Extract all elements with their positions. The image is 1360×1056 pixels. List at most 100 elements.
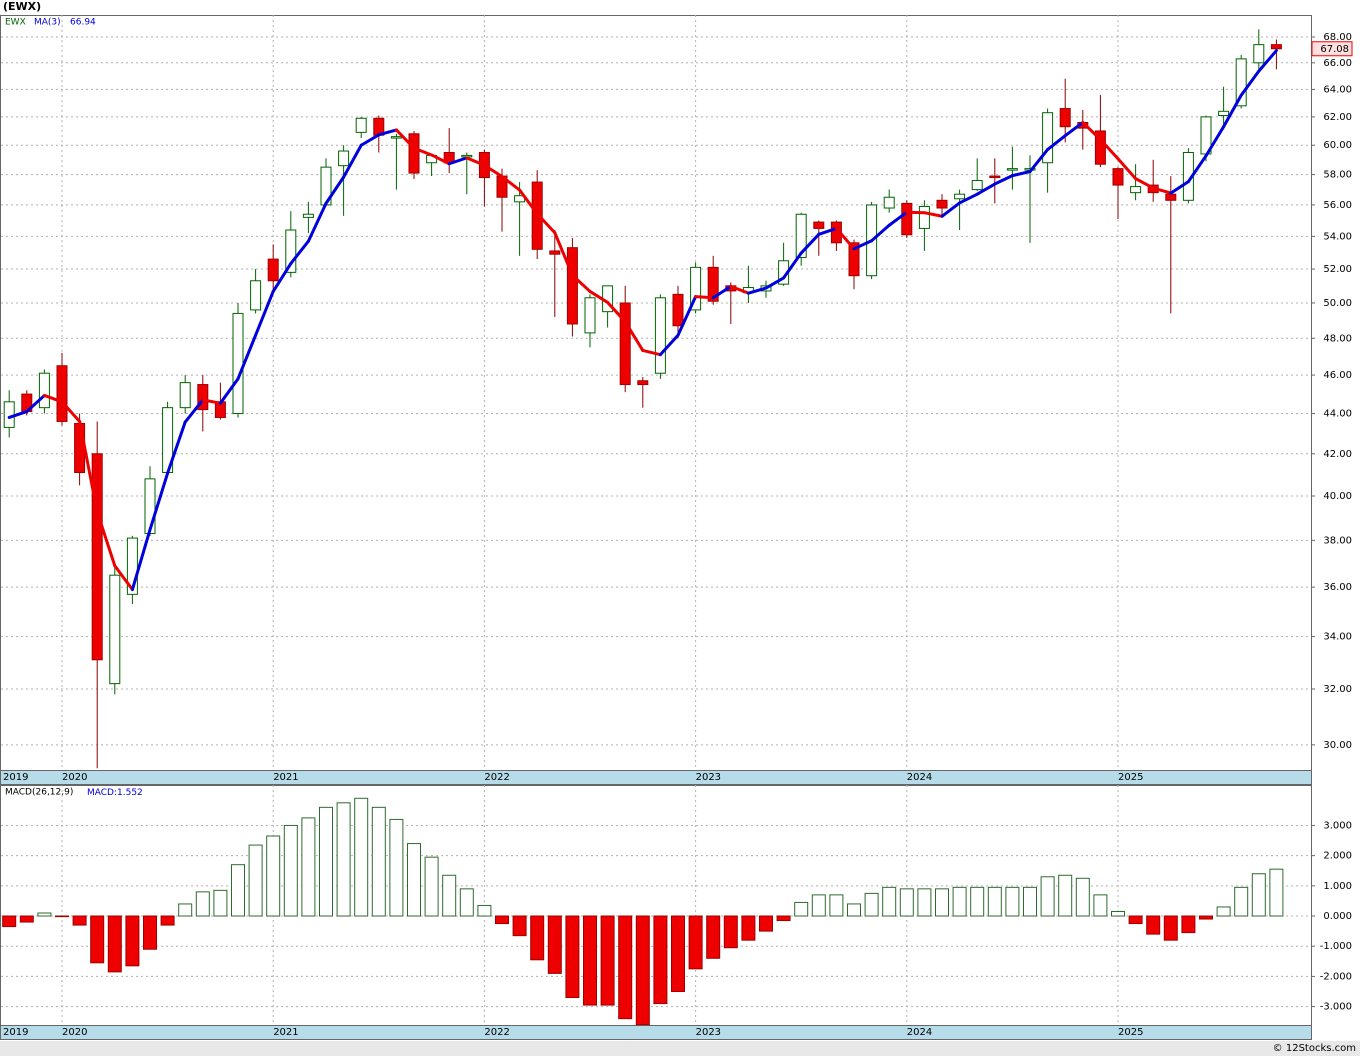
ma-segment	[518, 188, 539, 216]
legend-ma: MA(3)	[34, 18, 61, 28]
ma-segment	[958, 192, 979, 205]
candle-body	[3, 401, 15, 428]
macd-bar	[547, 915, 562, 974]
macd-x-axis	[0, 1025, 1312, 1040]
y-tick-label: 62.00	[1323, 112, 1352, 123]
macd-bar	[917, 888, 932, 917]
candle-body	[584, 297, 596, 334]
ma-segment	[430, 153, 451, 166]
ma-segment	[166, 420, 187, 475]
macd-bar	[90, 915, 105, 964]
candle-body	[848, 242, 860, 277]
ma-segment	[183, 398, 205, 424]
macd-bar	[143, 915, 157, 950]
candle-body	[302, 213, 314, 218]
macd-bar	[1146, 915, 1161, 935]
price-x-axis	[0, 770, 1312, 785]
ma-segment	[852, 239, 874, 251]
macd-title: MACD(26,12,9)	[5, 788, 73, 798]
macd-value: 1.552	[117, 788, 143, 798]
candle-body	[38, 372, 50, 409]
y-tick-label: 64.00	[1323, 84, 1352, 95]
macd-bar	[19, 915, 34, 923]
y-tick-label: 66.00	[1323, 58, 1352, 69]
candle-body	[901, 202, 913, 236]
ma-segment	[658, 333, 680, 357]
ma-segment	[306, 201, 328, 243]
candle-body	[637, 380, 649, 386]
macd-bar	[336, 802, 351, 917]
candle-body	[355, 117, 367, 133]
ma-segment	[1239, 69, 1261, 97]
macd-bar	[987, 886, 1002, 917]
ma-segment	[1186, 154, 1208, 184]
macd-bar	[829, 894, 844, 917]
x-tick-label: 2021	[273, 772, 298, 783]
macd-bar	[248, 844, 263, 917]
candle-body	[918, 205, 930, 229]
ma-segment	[1257, 49, 1278, 73]
macd-bar	[125, 915, 140, 967]
y-tick-label: 54.00	[1323, 231, 1352, 242]
macd-bar	[266, 835, 281, 917]
candle-body	[883, 196, 895, 209]
x-tick-label: 2024	[907, 1027, 932, 1038]
ma-segment	[975, 182, 997, 196]
price-panel	[0, 15, 1312, 771]
x-tick-label: 2023	[696, 1027, 721, 1038]
candle-body	[654, 297, 666, 374]
macd-prefix: MACD:	[87, 788, 117, 798]
ma-segment	[993, 174, 1014, 186]
candle-body	[109, 574, 121, 685]
candle-body	[690, 266, 702, 311]
ma-segment	[834, 226, 856, 251]
macd-bar	[811, 894, 826, 917]
candle-body	[1006, 168, 1018, 171]
macd-bar	[107, 915, 122, 973]
macd-bar	[319, 806, 333, 917]
footer: © 12Stocks.com	[1273, 1043, 1356, 1054]
ma-segment	[588, 289, 610, 304]
candle-body	[795, 213, 807, 258]
macd-bar	[970, 886, 985, 917]
y-tick-label: 58.00	[1323, 170, 1352, 181]
x-start-label: 2019	[3, 1027, 28, 1038]
candle-body	[338, 150, 350, 167]
ma-segment	[764, 276, 786, 290]
macd-bar	[1269, 868, 1284, 917]
macd-bar	[55, 915, 69, 918]
ma-segment	[1010, 170, 1032, 178]
ma-segment	[870, 223, 891, 243]
ma-segment	[817, 226, 838, 236]
macd-bar	[794, 901, 809, 917]
candle-body	[232, 312, 244, 415]
footer-bar	[0, 1041, 1360, 1056]
chart-title: (EWX)	[3, 0, 41, 13]
ma-segment	[289, 239, 310, 266]
y-tick-label: -2.000	[1320, 971, 1352, 982]
macd-bar	[935, 888, 949, 917]
candle-body	[989, 175, 1001, 179]
ma-segment	[359, 133, 381, 147]
macd-bar	[688, 915, 703, 970]
macd-bar	[635, 915, 650, 1026]
macd-bar	[882, 886, 897, 917]
candle-body	[74, 422, 86, 474]
macd-bar	[231, 864, 245, 917]
y-tick-label: 56.00	[1323, 200, 1352, 211]
candle-body	[250, 280, 262, 311]
ma-segment	[570, 273, 592, 293]
ma-segment	[1046, 134, 1067, 152]
macd-bar	[741, 915, 756, 941]
ma-segment	[746, 286, 768, 295]
macd-bar	[72, 915, 87, 926]
y-tick-label: 3.000	[1323, 820, 1352, 831]
ma-segment	[254, 289, 275, 337]
macd-bar	[1058, 874, 1073, 917]
macd-bar	[1075, 877, 1090, 917]
x-tick-label: 2024	[907, 772, 932, 783]
x-tick-label: 2023	[696, 772, 721, 783]
candle-body	[1042, 112, 1054, 164]
macd-bar	[1199, 915, 1213, 920]
